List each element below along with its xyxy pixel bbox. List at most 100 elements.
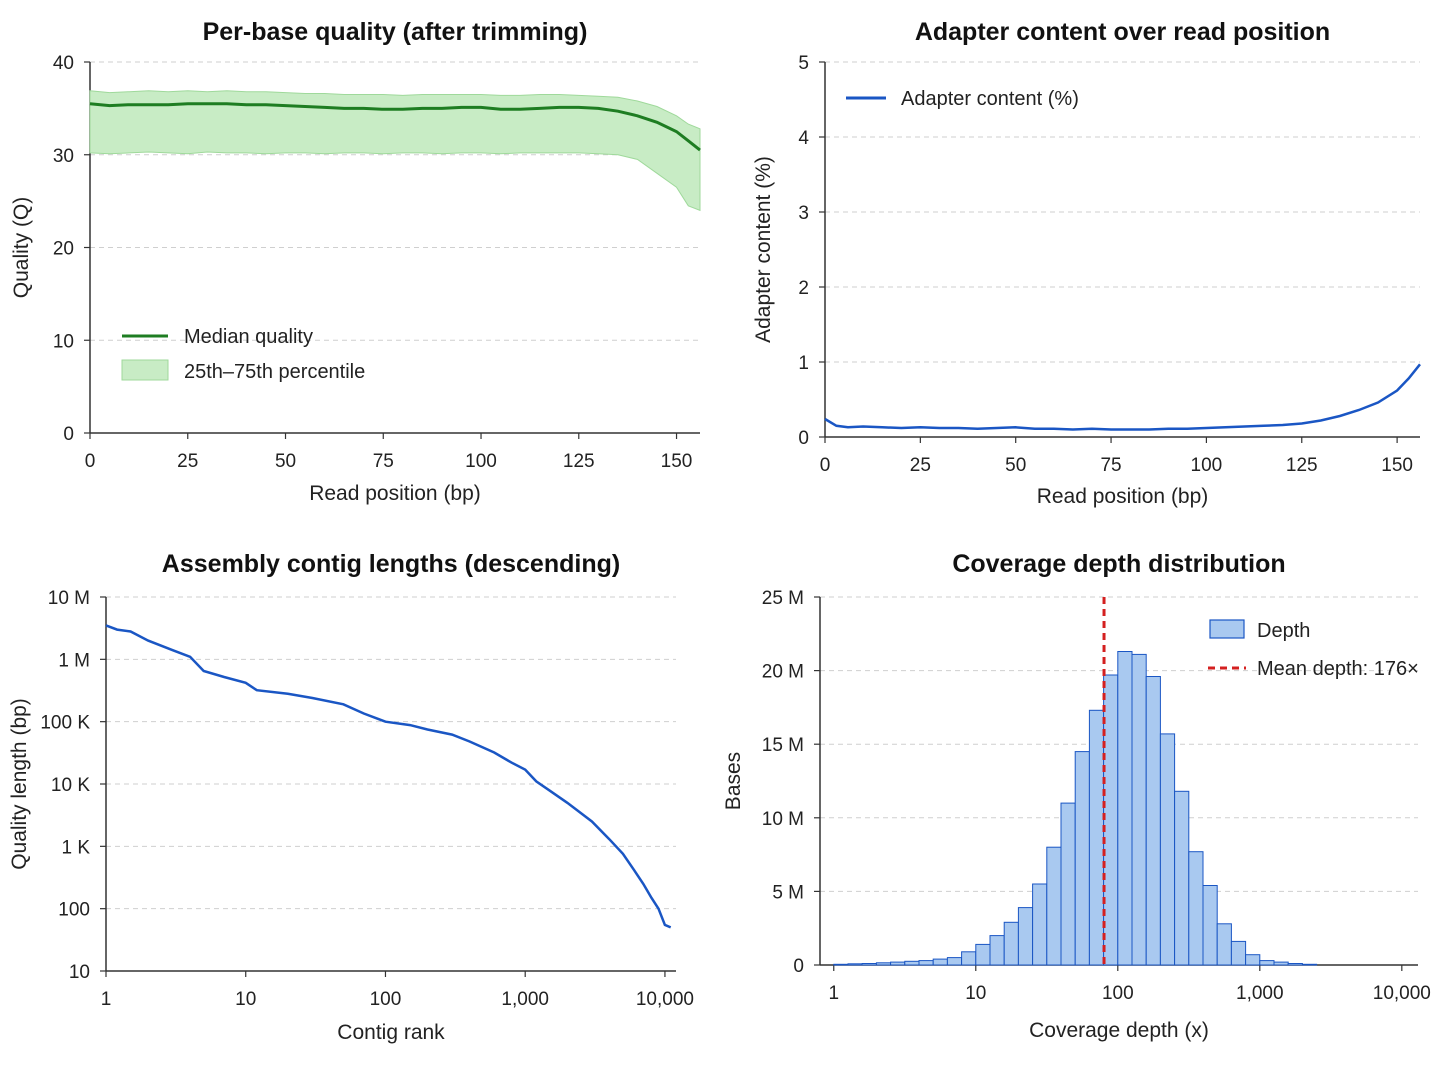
adapter-y-tick-label: 0	[798, 428, 809, 449]
coverage-y-axis-label: Bases	[722, 752, 745, 810]
coverage-histogram-bar	[961, 951, 977, 966]
quality-legend-band-label: 25th–75th percentile	[184, 361, 365, 383]
coverage-histogram-bar	[861, 963, 877, 966]
coverage-histogram-bar	[1287, 963, 1303, 966]
coverage-histogram-bar	[1202, 885, 1218, 966]
coverage-legend-depth-label: Depth	[1257, 620, 1310, 642]
adapter-y-axis-label: Adapter content (%)	[752, 156, 775, 343]
coverage-histogram-bar	[1103, 674, 1119, 966]
coverage-y-tick-label: 20 M	[762, 662, 804, 683]
quality-y-tick-label: 40	[53, 53, 74, 74]
coverage-x-tick-label: 1	[828, 983, 839, 1004]
adapter-x-axis-label: Read position (bp)	[1037, 485, 1209, 508]
contigs-chart: 10 100 1 K 10 K 100 K 1 M 10 M 1 10 100 1,000 10,00…	[8, 550, 694, 1044]
coverage-histogram-bar	[1060, 802, 1076, 966]
coverage-histogram-bar	[1188, 851, 1204, 966]
contigs-x-axis-label: Contig rank	[337, 1021, 445, 1044]
coverage-histogram-bar	[918, 960, 934, 966]
coverage-y-tick-label: 5 M	[772, 882, 804, 903]
contigs-x-tick-label: 10	[235, 989, 256, 1010]
quality-x-tick-label: 125	[563, 451, 595, 472]
quality-x-tick-label: 100	[465, 451, 497, 472]
quality-y-tick-label: 10	[53, 331, 74, 352]
contigs-y-tick-label: 100 K	[40, 713, 90, 734]
contigs-title: Assembly contig lengths (descending)	[162, 550, 620, 578]
contigs-y-tick-label: 100	[58, 900, 90, 921]
adapter-x-tick-label: 125	[1286, 455, 1318, 476]
coverage-histogram-bar	[1159, 733, 1176, 966]
contigs-x-tick-label: 1	[101, 989, 112, 1010]
quality-legend-median-label: Median quality	[184, 326, 313, 348]
contigs-y-tick-label: 1 K	[61, 837, 90, 858]
contigs-y-tick-label: 10 K	[51, 775, 90, 796]
quality-median-line	[89, 102, 701, 152]
coverage-legend-depth-swatch	[1209, 619, 1245, 639]
coverage-histogram-bar	[1301, 963, 1318, 966]
coverage-histogram-bar	[1259, 960, 1275, 966]
coverage-title: Coverage depth distribution	[952, 550, 1285, 578]
adapter-y-tick-label: 1	[798, 353, 809, 374]
coverage-y-tick-label: 10 M	[762, 809, 804, 830]
adapter-y-tick-label: 2	[798, 278, 809, 299]
quality-x-tick-label: 75	[373, 451, 394, 472]
quality-y-tick-label: 30	[53, 146, 74, 167]
coverage-histogram-bar	[1131, 653, 1147, 966]
coverage-histogram-bar	[1145, 676, 1161, 966]
quality-y-axis-label: Quality (Q)	[10, 197, 33, 299]
coverage-x-tick-label: 100	[1102, 983, 1134, 1004]
coverage-legend-mean-label: Mean depth: 176×	[1257, 658, 1419, 680]
quality-iqr-band	[89, 90, 701, 212]
coverage-histogram-bar	[890, 961, 906, 966]
adapter-legend-label: Adapter content (%)	[901, 88, 1079, 110]
coverage-histogram-bar	[989, 935, 1005, 966]
coverage-histogram-bar	[932, 958, 948, 966]
coverage-histogram-bar	[1245, 954, 1261, 966]
contigs-y-tick-label: 1 M	[58, 650, 90, 671]
quality-x-tick-label: 50	[275, 451, 296, 472]
coverage-histogram-bar	[1174, 790, 1190, 966]
quality-chart: 0 10 20 30 40 0 25 50 75 100 125 150 Per-base qualit…	[10, 18, 701, 505]
coverage-histogram-bar	[1074, 751, 1090, 966]
coverage-histogram-bar	[904, 960, 920, 966]
adapter-y-tick-label: 5	[798, 53, 809, 74]
coverage-y-tick-label: 25 M	[762, 588, 804, 609]
quality-x-tick-label: 25	[177, 451, 198, 472]
coverage-histogram-bar	[875, 962, 892, 966]
adapter-x-tick-label: 0	[820, 455, 831, 476]
adapter-y-tick-label: 3	[798, 203, 809, 224]
quality-x-tick-label: 150	[661, 451, 693, 472]
coverage-histogram-bar	[847, 963, 863, 966]
contig-length-line	[105, 624, 672, 929]
quality-y-tick-label: 0	[63, 424, 74, 445]
adapter-content-line	[824, 363, 1421, 431]
coverage-chart: 0 5 M 10 M 15 M 20 M 25 M 1 10 100 1,000 10,000 Cov…	[722, 550, 1431, 1042]
adapter-x-tick-label: 75	[1100, 455, 1121, 476]
quality-title: Per-base quality (after trimming)	[203, 18, 588, 46]
quality-x-axis-label: Read position (bp)	[309, 482, 481, 505]
coverage-histogram-bar	[1017, 907, 1034, 966]
coverage-histogram-bar	[946, 957, 963, 966]
contigs-x-tick-label: 1,000	[501, 989, 549, 1010]
coverage-histogram-bar	[1273, 961, 1289, 966]
contigs-y-tick-label: 10 M	[48, 588, 90, 609]
coverage-histogram-bar	[1088, 709, 1105, 966]
coverage-histogram-bar	[833, 963, 849, 966]
contigs-y-axis-label: Quality length (bp)	[8, 698, 31, 870]
contigs-x-tick-label: 10,000	[636, 989, 694, 1010]
coverage-histogram-bar	[1032, 883, 1048, 966]
coverage-histogram-bar	[975, 943, 991, 966]
coverage-x-axis-label: Coverage depth (x)	[1029, 1019, 1209, 1042]
adapter-x-tick-label: 50	[1005, 455, 1026, 476]
contigs-y-tick-label: 10	[69, 962, 90, 983]
coverage-x-tick-label: 10	[965, 983, 986, 1004]
coverage-y-tick-label: 15 M	[762, 735, 804, 756]
adapter-title: Adapter content over read position	[915, 18, 1330, 46]
coverage-histogram-bar	[1046, 846, 1062, 966]
coverage-y-tick-label: 0	[793, 956, 804, 977]
coverage-histogram-bar	[1216, 923, 1232, 966]
quality-legend-band-swatch	[121, 359, 169, 381]
quality-x-tick-label: 0	[85, 451, 96, 472]
